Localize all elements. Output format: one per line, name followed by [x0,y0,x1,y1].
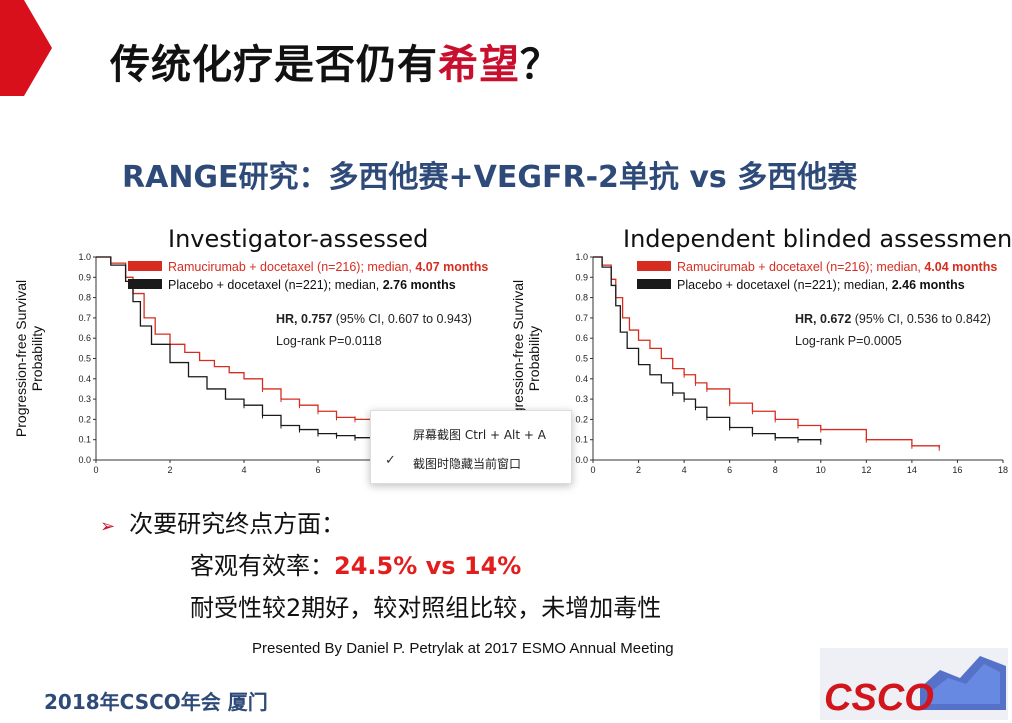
title-suffix: ？ [520,42,561,88]
chart-title: Investigator-assessed [168,225,428,253]
y-tick-label: 0.5 [575,354,588,364]
legend-ramucirumab: Ramucirumab + docetaxel (n=216); median,… [677,260,997,274]
hr-ci: (95% CI, 0.607 to 0.943) [332,312,472,326]
menu-item-screenshot[interactable]: 屏幕截图 Ctrl + Alt + A [413,428,546,442]
y-tick-label: 0.0 [78,455,91,465]
y-tick-label: 0.2 [575,414,588,424]
arrow-bullet-icon: ➢ [100,516,116,537]
y-tick-label: 0.8 [78,293,91,303]
study-subtitle: RANGE研究：多西他赛+VEGFR-2单抗 vs 多西他赛 [122,160,858,195]
legend-median: 4.07 months [415,260,488,274]
x-tick-label: 8 [773,465,778,475]
legend-text: Placebo + docetaxel (n=221); median, [677,278,892,292]
check-icon: ✓ [385,453,396,468]
menu-item-hide-window[interactable]: 截图时隐藏当前窗口 [413,457,522,471]
y-tick-label: 0.7 [78,313,91,323]
y-tick-label: 0.9 [575,272,588,282]
legend-text: Ramucirumab + docetaxel (n=216); median, [168,260,415,274]
hr-value: HR, 0.672 [795,312,851,326]
x-tick-label: 0 [590,465,595,475]
legend-placebo: Placebo + docetaxel (n=221); median, 2.4… [677,278,965,292]
legend-swatch-ramucirumab [128,261,162,271]
x-tick-label: 18 [998,465,1008,475]
legend-swatch-placebo [128,279,162,289]
orr-line: 客观有效率：24.5% vs 14% [190,546,521,581]
page-title: 传统化疗是否仍有希望？ [110,32,561,90]
x-tick-label: 2 [167,465,172,475]
csco-logo: CSCO [820,648,1008,720]
legend-ramucirumab: Ramucirumab + docetaxel (n=216); median,… [168,260,488,274]
chart-title: Independent blinded assessment [623,225,1012,253]
legend-median: 2.46 months [892,278,965,292]
x-tick-label: 6 [315,465,320,475]
orr-label: 客观有效率： [190,552,334,580]
x-tick-label: 4 [241,465,246,475]
title-highlight: 希望 [438,42,520,88]
context-menu: 屏幕截图 Ctrl + Alt + A ✓ 截图时隐藏当前窗口 [370,410,572,484]
chart-panel-independent: 0.0 0.1 0.2 0.3 0.4 0.5 0.6 0.7 0.8 0.9 1.0 0 2 4 6 8 10… [505,215,1012,490]
y-tick-label: 0.6 [575,333,588,343]
y-tick-label: 0.3 [78,394,91,404]
y-tick-label: 0.8 [575,293,588,303]
y-tick-label: 0.6 [78,333,91,343]
placebo-curve [593,256,822,442]
y-tick-label: 0.1 [78,435,91,445]
y-tick-label: 0.1 [575,435,588,445]
y-tick-label: 0.0 [575,455,588,465]
legend-median: 4.04 months [924,260,997,274]
hr-value: HR, 0.757 [276,312,332,326]
bullet-heading-text: 次要研究终点方面： [129,510,346,538]
hr-ci: (95% CI, 0.536 to 0.842) [851,312,991,326]
x-tick-label: 0 [93,465,98,475]
x-tick-label: 12 [861,465,871,475]
y-axis-label: Progression-free Survival [510,280,526,437]
x-tick-label: 10 [816,465,826,475]
y-tick-label: 0.7 [575,313,588,323]
legend-swatch-ramucirumab [637,261,671,271]
y-tick-label: 1.0 [78,252,91,262]
y-tick-label: 0.5 [78,354,91,364]
tolerance-line: 耐受性较2期好，较对照组比较，未增加毒性 [190,594,662,622]
log-rank-pvalue: Log-rank P=0.0118 [276,334,382,348]
y-tick-label: 0.2 [78,414,91,424]
hazard-ratio: HR, 0.757 (95% CI, 0.607 to 0.943) [276,312,472,326]
y-tick-label: 0.9 [78,272,91,282]
title-prefix: 传统化疗是否仍有 [110,42,438,88]
y-tick-label: 0.3 [575,394,588,404]
km-chart-investigator: 0.00.10.20.30.40.50.60.70.80.91.00246810… [13,225,488,475]
chart-panel-investigator: 0.00.10.20.30.40.50.60.70.80.91.00246810… [0,215,505,490]
legend-swatch-placebo [637,279,671,289]
x-tick-label: 16 [952,465,962,475]
y-axis-label: Progression-free Survival [13,280,29,437]
legend-text: Ramucirumab + docetaxel (n=216); median, [677,260,924,274]
bullet-heading: ➢ 次要研究终点方面： [100,504,345,539]
footer-conference: 2018年CSCO年会 厦门 [44,690,268,714]
km-chart-independent: 0.0 0.1 0.2 0.3 0.4 0.5 0.6 0.7 0.8 0.9 1.0 0 2 4 6 8 10… [510,225,1012,475]
legend-median: 2.76 months [383,278,456,292]
x-tick-label: 14 [907,465,917,475]
presenter-credit: Presented By Daniel P. Petrylak at 2017 … [252,640,674,657]
y-axis-label-line2: Probability [526,326,542,391]
log-rank-pvalue: Log-rank P=0.0005 [795,334,902,348]
y-tick-label: 0.4 [78,374,91,384]
x-tick-label: 2 [636,465,641,475]
y-axis-label-line2: Probability [29,326,45,391]
legend-placebo: Placebo + docetaxel (n=221); median, 2.7… [168,278,456,292]
hazard-ratio: HR, 0.672 (95% CI, 0.536 to 0.842) [795,312,991,326]
legend-text: Placebo + docetaxel (n=221); median, [168,278,383,292]
logo-text: CSCO [824,677,934,719]
y-tick-label: 0.4 [575,374,588,384]
corner-decoration [0,0,52,96]
y-tick-label: 1.0 [575,252,588,262]
x-tick-label: 4 [682,465,687,475]
orr-value: 24.5% vs 14% [334,552,522,580]
x-tick-label: 6 [727,465,732,475]
